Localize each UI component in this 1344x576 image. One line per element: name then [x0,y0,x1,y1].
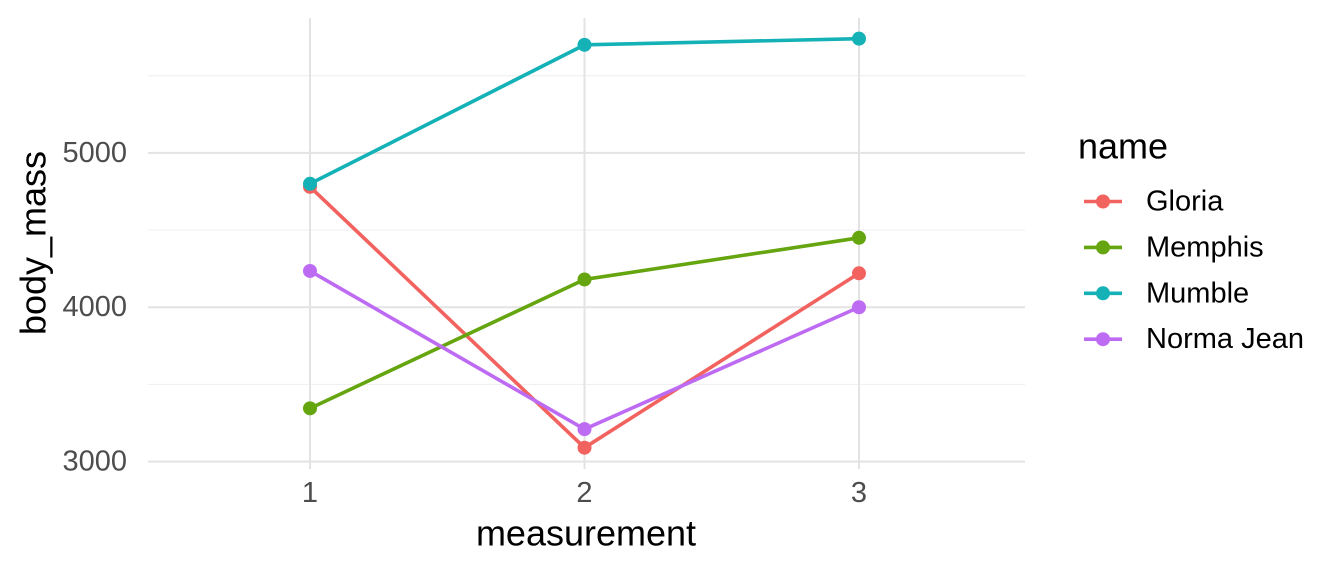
y-tick-label: 4000 [62,291,127,323]
data-point-norma-jean [577,422,592,437]
x-axis-tick-labels: 1 2 3 [302,477,867,509]
y-axis-title: body_mass [13,151,54,335]
legend-label: Memphis [1146,231,1264,263]
data-point-gloria [577,440,592,455]
y-tick-label: 5000 [62,137,127,169]
legend-item-norma-jean: Norma Jean [1084,323,1304,355]
legend-key-point [1096,240,1110,255]
x-tick-label: 3 [851,477,867,509]
data-point-mumble [303,176,317,191]
legend-key-point [1096,332,1110,347]
legend-label: Mumble [1146,277,1249,309]
legend-key-point [1096,286,1110,301]
data-point-gloria [852,266,866,281]
data-point-mumble [577,37,592,52]
legend-item-memphis: Memphis [1084,231,1264,263]
x-axis-title: measurement [476,513,696,554]
data-point-memphis [303,401,317,416]
legend-item-mumble: Mumble [1084,277,1249,309]
data-point-memphis [577,272,592,287]
y-tick-label: 3000 [62,446,127,478]
series-points [303,31,866,455]
x-tick-label: 1 [302,477,318,509]
y-axis-tick-labels: 3000 4000 5000 [62,137,127,478]
legend-label: Gloria [1146,186,1224,218]
data-point-mumble [852,31,866,46]
legend-item-gloria: Gloria [1084,186,1224,218]
data-point-norma-jean [852,300,866,315]
grid-minor-lines [148,75,1025,386]
data-point-memphis [852,230,866,245]
x-tick-label: 2 [576,477,592,509]
legend-key-point [1096,194,1110,209]
legend-label: Norma Jean [1146,323,1304,355]
legend: name Gloria Memphis Mumble Norma Jean [1078,126,1304,356]
legend-title: name [1078,126,1168,167]
legend-items: Gloria Memphis Mumble Norma Jean [1084,186,1304,355]
data-point-norma-jean [303,263,317,278]
